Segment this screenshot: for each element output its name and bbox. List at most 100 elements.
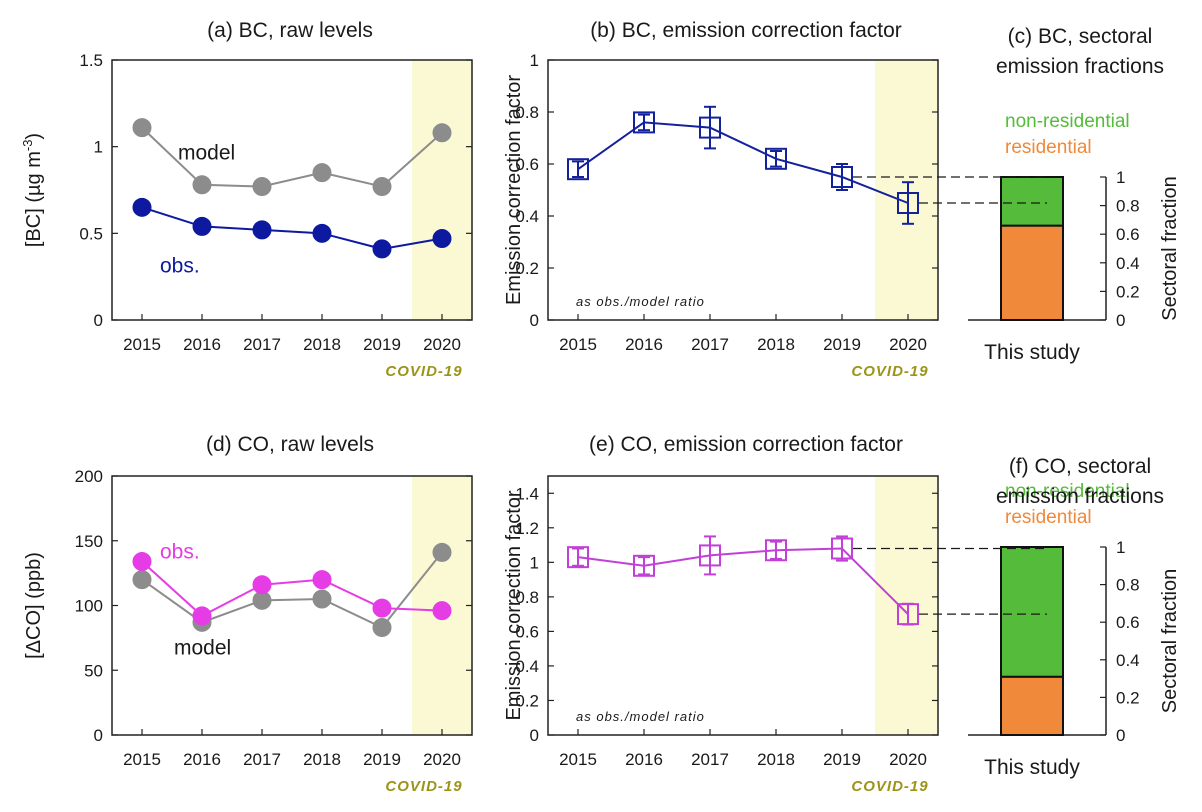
series-label-obs: obs. [160,540,200,563]
x-tick-label: 2020 [423,750,461,769]
series-line [577,121,909,204]
x-tick-label: 2018 [303,335,341,354]
y-tick-label: 0.6 [1116,225,1140,244]
data-point [831,166,853,188]
x-tick-label: 2016 [625,335,663,354]
y-axis-label-sup: -3 [20,140,35,152]
bar-segment-residential [1000,675,1064,736]
x-tick-label: 2017 [691,335,729,354]
y-tick-label: 0.8 [1116,576,1140,595]
y-axis-label: Sectoral fraction [1159,176,1181,321]
data-point [567,158,589,181]
x-tick-label: 2019 [823,750,861,769]
panel-title: (e) CO, emission correction factor [589,433,903,456]
x-tick-label: 2019 [363,335,401,354]
y-tick-label: 50 [84,661,103,680]
data-point [372,239,392,259]
bar-segment-non-residential [1000,546,1064,678]
y-tick-label: 0.2 [515,259,539,278]
panel-title: (a) BC, raw levels [207,19,373,42]
data-point [372,598,392,618]
data-point [192,216,212,236]
y-tick-label: 100 [75,597,103,616]
y-tick-label: 0.6 [515,622,539,641]
data-point [372,618,392,638]
y-tick-label: 0.6 [515,155,539,174]
data-point [312,570,332,590]
y-tick-label: 0.2 [515,691,539,710]
series-line [141,560,443,618]
x-tick-label: 2020 [889,335,927,354]
data-point [312,163,332,183]
covid-label: COVID-19 [385,778,462,795]
data-point [192,175,212,195]
x-tick-label: 2017 [243,750,281,769]
y-tick-label: 0.4 [515,207,539,226]
series-label-model: model [178,142,235,165]
data-point [765,539,787,562]
y-axis-label: Sectoral fraction [1159,569,1181,714]
y-axis-label: [ΔCO] (ppb) [23,552,45,659]
panel-title: (b) BC, emission correction factor [590,19,902,42]
data-point [252,575,272,595]
y-axis-label: [BC] (µg m-3) [20,133,45,247]
y-axis-label: Emission correction factor [503,490,525,720]
x-tick-label: 2018 [757,335,795,354]
category-label: This study [984,756,1080,779]
y-tick-label: 200 [75,467,103,486]
series-label-model: model [174,636,231,659]
data-point [252,177,272,197]
series-line [141,126,443,188]
panel-title-line2: emission fractions [996,55,1164,78]
legend-non-residential: non-residential [1005,111,1130,132]
y-tick-label: 1 [530,51,539,70]
x-tick-label: 2015 [123,335,161,354]
x-tick-label: 2019 [363,750,401,769]
y-tick-label: 0 [530,311,539,330]
data-point [252,220,272,240]
data-point [633,111,655,134]
data-point [132,118,152,138]
y-tick-label: 0.6 [1116,613,1140,632]
y-tick-label: 0.8 [515,588,539,607]
y-tick-label: 0.8 [1116,197,1140,216]
y-tick-label: 0.5 [79,224,103,243]
data-point [765,147,787,170]
y-tick-label: 1.5 [79,51,103,70]
y-tick-label: 0.4 [515,657,539,676]
x-tick-label: 2017 [691,750,729,769]
y-tick-label: 0.2 [1116,688,1140,707]
x-tick-label: 2020 [889,750,927,769]
data-point [897,192,919,214]
data-point [132,197,152,217]
series-line [141,551,443,629]
x-tick-label: 2015 [123,750,161,769]
data-point [132,570,152,590]
y-tick-label: 0.4 [1116,254,1140,273]
y-tick-label: 1.4 [515,484,539,503]
y-tick-label: 0 [94,311,103,330]
x-tick-label: 2015 [559,750,597,769]
y-tick-label: 0 [1116,726,1125,745]
data-point [132,551,152,571]
y-tick-label: 0.2 [1116,282,1140,301]
panel-title: (d) CO, raw levels [206,433,374,456]
panel-title-line2: emission fractions [996,485,1164,508]
y-tick-label: 0 [94,726,103,745]
data-point [432,229,452,249]
data-point [432,601,452,621]
y-tick-label: 1 [1116,538,1125,557]
ratio-note: as obs./model ratio [576,294,705,309]
panel-title-line1: (c) BC, sectoral [1008,25,1153,48]
legend-residential: residential [1005,137,1092,158]
y-tick-label: 1 [530,553,539,572]
y-tick-label: 1 [94,138,103,157]
series-label-obs: obs. [160,254,200,277]
series-line [141,206,443,250]
y-axis-label-end: ) [23,133,45,140]
x-tick-label: 2016 [625,750,663,769]
x-tick-label: 2015 [559,335,597,354]
data-point [432,542,452,562]
data-point [699,544,721,567]
